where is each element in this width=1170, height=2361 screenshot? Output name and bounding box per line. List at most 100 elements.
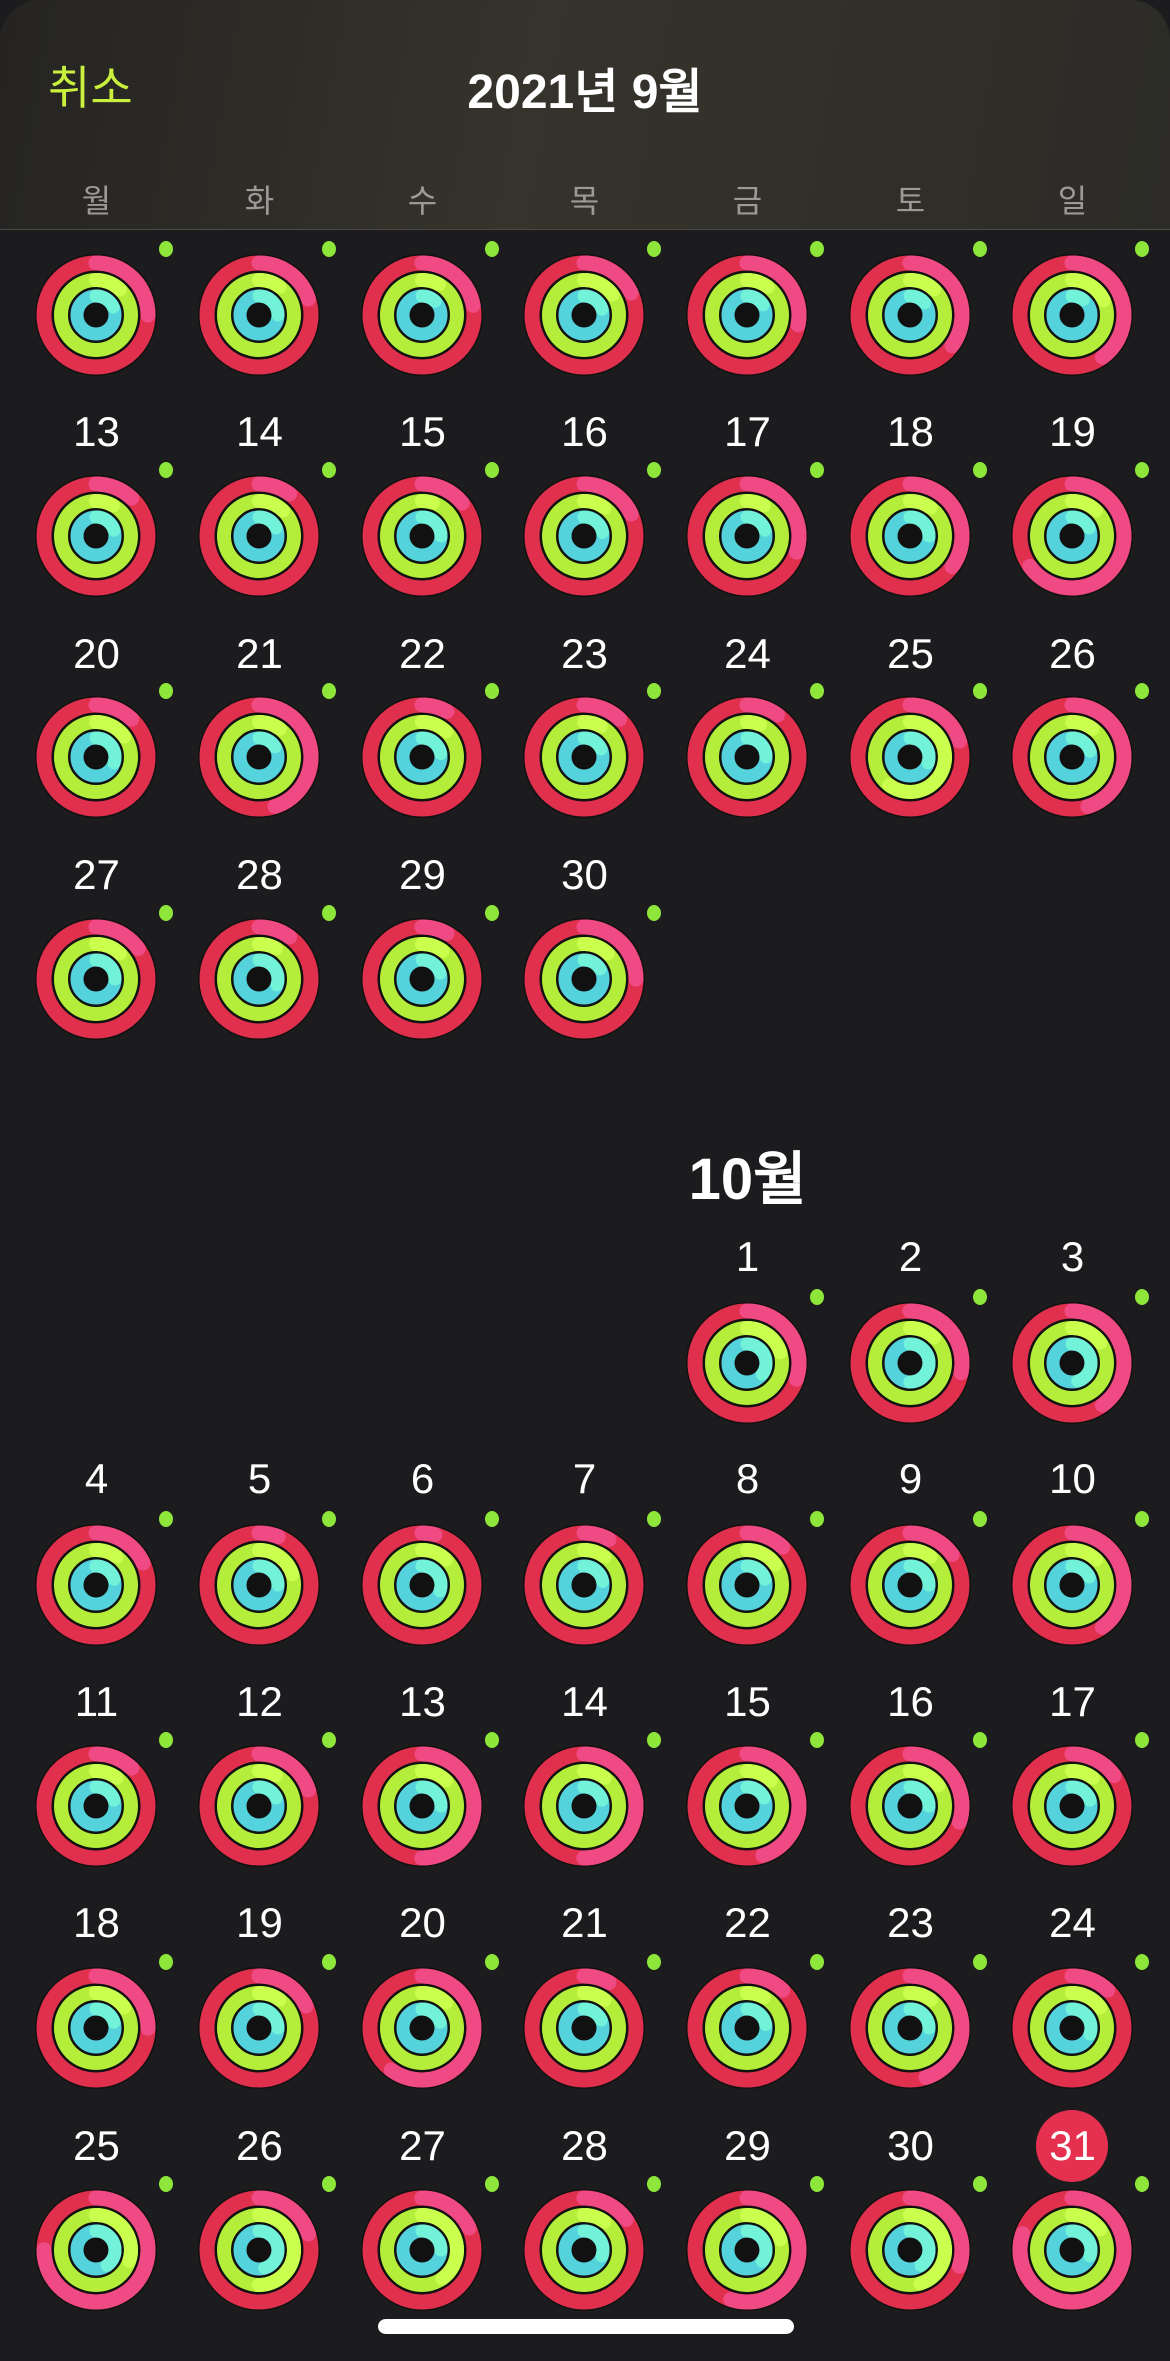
activity-rings-day[interactable] [197, 237, 337, 382]
day-number[interactable]: 29 [724, 2122, 771, 2169]
day-number[interactable]: 11 [74, 1678, 119, 1725]
day-number[interactable]: 9 [898, 1455, 923, 1502]
day-number[interactable]: 25 [887, 630, 934, 677]
activity-rings-day[interactable] [197, 1728, 337, 1873]
activity-rings-day[interactable] [848, 679, 988, 824]
day-number[interactable]: 20 [73, 630, 120, 677]
day-number[interactable]: 18 [73, 1899, 120, 1946]
day-number[interactable]: 28 [236, 851, 283, 898]
day-number[interactable]: 21 [236, 630, 283, 677]
activity-rings-day[interactable] [848, 1950, 988, 2095]
activity-rings-day[interactable] [685, 1285, 825, 1430]
activity-rings-day[interactable] [360, 1728, 500, 1873]
day-number[interactable]: 24 [724, 630, 771, 677]
activity-rings-day[interactable] [685, 458, 825, 603]
activity-rings-day[interactable] [522, 901, 662, 1046]
activity-rings-day[interactable] [848, 1507, 988, 1652]
activity-rings-day[interactable] [685, 237, 825, 382]
activity-rings-day[interactable] [34, 679, 174, 824]
home-indicator[interactable] [378, 2319, 794, 2334]
day-number[interactable]: 12 [236, 1678, 283, 1725]
activity-rings-day[interactable] [848, 1728, 988, 1873]
day-number[interactable]: 27 [73, 851, 120, 898]
activity-rings-day[interactable] [34, 458, 174, 603]
activity-rings-day[interactable] [197, 901, 337, 1046]
activity-rings-day[interactable] [34, 1728, 174, 1873]
day-number[interactable]: 14 [561, 1678, 608, 1725]
activity-rings-day[interactable] [34, 2172, 174, 2317]
activity-rings-day[interactable] [360, 458, 500, 603]
day-number[interactable]: 19 [236, 1899, 283, 1946]
day-number[interactable]: 23 [887, 1899, 934, 1946]
day-number[interactable]: 2 [898, 1233, 923, 1280]
activity-rings-day[interactable] [522, 458, 662, 603]
activity-rings-day[interactable] [197, 2172, 337, 2317]
activity-rings-day[interactable] [34, 1507, 174, 1652]
day-number[interactable]: 5 [247, 1455, 272, 1502]
day-number[interactable]: 20 [399, 1899, 446, 1946]
activity-rings-day[interactable] [848, 1285, 988, 1430]
day-number[interactable]: 15 [399, 408, 446, 455]
activity-rings-day[interactable] [1010, 237, 1150, 382]
activity-rings-day[interactable] [685, 2172, 825, 2317]
day-number[interactable]: 1 [735, 1233, 760, 1280]
activity-rings-day[interactable] [685, 1728, 825, 1873]
day-number[interactable]: 13 [399, 1678, 446, 1725]
day-number[interactable]: 27 [399, 2122, 446, 2169]
activity-rings-day[interactable] [34, 1950, 174, 2095]
day-number[interactable]: 30 [561, 851, 608, 898]
activity-rings-day[interactable] [360, 1507, 500, 1652]
activity-rings-day[interactable] [360, 901, 500, 1046]
day-number[interactable]: 17 [1049, 1678, 1096, 1725]
day-number[interactable]: 22 [724, 1899, 771, 1946]
day-number[interactable]: 17 [724, 408, 771, 455]
activity-rings-day[interactable] [1010, 1950, 1150, 2095]
day-number[interactable]: 21 [561, 1899, 608, 1946]
activity-rings-day[interactable] [1010, 1285, 1150, 1430]
activity-rings-day[interactable] [522, 237, 662, 382]
activity-rings-day[interactable] [848, 2172, 988, 2317]
day-number[interactable]: 18 [887, 408, 934, 455]
activity-rings-day[interactable] [197, 458, 337, 603]
activity-rings-day[interactable] [848, 458, 988, 603]
day-number[interactable]: 15 [724, 1678, 771, 1725]
day-number[interactable]: 16 [561, 408, 608, 455]
day-number[interactable]: 29 [399, 851, 446, 898]
activity-rings-day[interactable] [360, 679, 500, 824]
day-number[interactable]: 26 [1049, 630, 1096, 677]
activity-rings-day[interactable] [1010, 1728, 1150, 1873]
activity-rings-day[interactable] [360, 2172, 500, 2317]
activity-rings-day[interactable] [522, 1950, 662, 2095]
day-number[interactable]: 26 [236, 2122, 283, 2169]
activity-rings-day[interactable] [522, 679, 662, 824]
activity-rings-day[interactable] [197, 1950, 337, 2095]
activity-rings-day[interactable] [34, 901, 174, 1046]
activity-rings-day[interactable] [522, 1507, 662, 1652]
day-number[interactable]: 7 [572, 1455, 597, 1502]
day-number[interactable]: 25 [73, 2122, 120, 2169]
activity-rings-day[interactable] [1010, 458, 1150, 603]
activity-rings-day[interactable] [1010, 679, 1150, 824]
activity-rings-day[interactable] [685, 1950, 825, 2095]
day-number[interactable]: 10 [1049, 1455, 1096, 1502]
day-number[interactable]: 31 [1049, 2122, 1096, 2169]
day-number[interactable]: 16 [887, 1678, 934, 1725]
cancel-button[interactable]: 취소 [48, 62, 133, 114]
activity-rings-day[interactable] [522, 2172, 662, 2317]
day-number[interactable]: 24 [1049, 1899, 1096, 1946]
day-number[interactable]: 13 [73, 408, 120, 455]
activity-rings-day[interactable] [197, 1507, 337, 1652]
day-number[interactable]: 19 [1049, 408, 1096, 455]
activity-rings-day[interactable] [848, 237, 988, 382]
activity-rings-day[interactable] [522, 1728, 662, 1873]
day-number[interactable]: 30 [887, 2122, 934, 2169]
activity-rings-day[interactable] [685, 1507, 825, 1652]
day-number[interactable]: 8 [735, 1455, 760, 1502]
day-number[interactable]: 22 [399, 630, 446, 677]
activity-rings-day[interactable] [1010, 1507, 1150, 1652]
day-number[interactable]: 28 [561, 2122, 608, 2169]
activity-rings-day[interactable] [1010, 2172, 1150, 2317]
activity-rings-day[interactable] [360, 237, 500, 382]
activity-rings-day[interactable] [360, 1950, 500, 2095]
day-number[interactable]: 6 [410, 1455, 435, 1502]
